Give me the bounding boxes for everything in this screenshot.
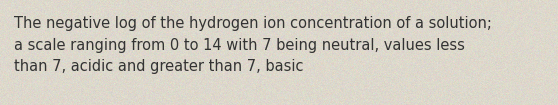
Text: The negative log of the hydrogen ion concentration of a solution;
a scale rangin: The negative log of the hydrogen ion con… xyxy=(14,16,492,74)
